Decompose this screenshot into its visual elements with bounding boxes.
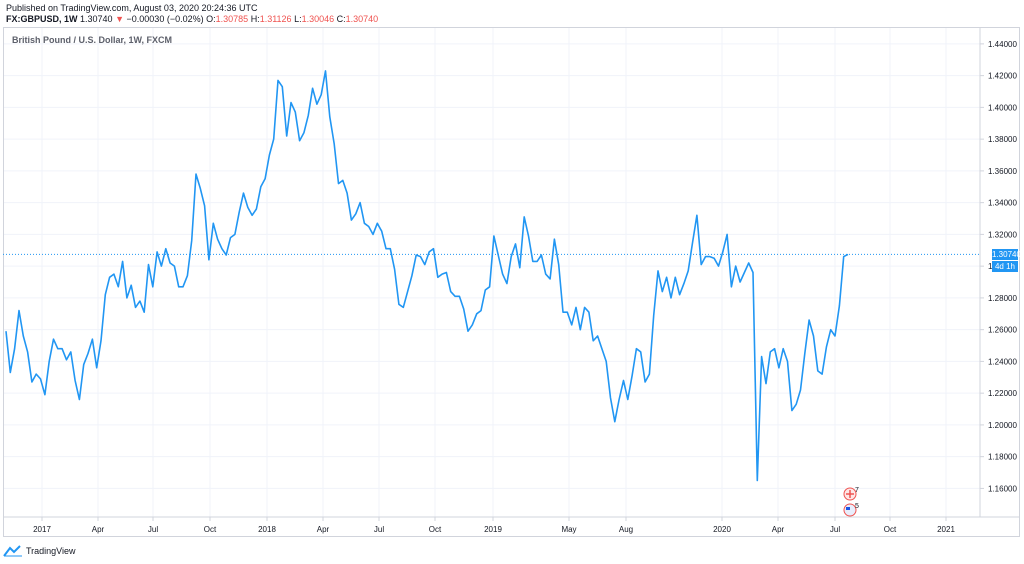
- open-value: 1.30785: [215, 14, 249, 24]
- y-tick-label: 1.20000: [988, 421, 1017, 430]
- footer[interactable]: TradingView: [3, 545, 76, 557]
- bar-countdown-tag: 4d 1h: [992, 261, 1018, 273]
- x-tick-label: Oct: [884, 525, 897, 534]
- event-count: 5: [855, 503, 859, 510]
- ohlc-line: FX:GBPUSD, 1W 1.30740 ▼ −0.00030 (−0.02%…: [6, 14, 378, 25]
- last-price-tag: 1.30740: [992, 248, 1021, 260]
- x-tick-label: Jul: [148, 525, 158, 534]
- chart-frame[interactable]: [3, 27, 1020, 537]
- chart-legend-title: British Pound / U.S. Dollar, 1W, FXCM: [12, 35, 173, 45]
- high-label: H:: [250, 14, 260, 24]
- high-value: 1.31126: [259, 14, 292, 24]
- low-label: L:: [294, 14, 302, 24]
- grid: [4, 28, 980, 517]
- tradingview-logo-icon[interactable]: [3, 545, 23, 557]
- event-us[interactable]: 5: [843, 503, 859, 517]
- x-tick-label: 2020: [713, 525, 731, 534]
- x-tick-label: Apr: [772, 525, 785, 534]
- last-price: 1.30740: [80, 14, 113, 24]
- tradingview-brand-label[interactable]: TradingView: [26, 546, 76, 556]
- x-tick-label: Oct: [204, 525, 217, 534]
- y-tick-label: 1.36000: [988, 167, 1017, 176]
- y-tick-label: 1.18000: [988, 453, 1017, 462]
- x-tick-label: 2018: [258, 525, 276, 534]
- symbol-label: FX:GBPUSD, 1W: [6, 14, 78, 24]
- x-tick-label: Apr: [92, 525, 105, 534]
- events[interactable]: 7 5: [843, 487, 859, 517]
- close-label: C:: [336, 14, 346, 24]
- x-tick-label: May: [561, 525, 576, 534]
- open-label: O:: [206, 14, 216, 24]
- y-tick-label: 1.16000: [988, 484, 1017, 493]
- x-tick-label: Apr: [317, 525, 330, 534]
- y-tick-label: 1.40000: [988, 103, 1017, 112]
- series-line: [5, 70, 849, 482]
- y-tick-label: 1.26000: [988, 326, 1017, 335]
- published-line: Published on TradingView.com, August 03,…: [6, 3, 258, 13]
- uk-flag-cross: [846, 490, 854, 498]
- x-tick-label: Jul: [830, 525, 840, 534]
- x-tick-label: 2021: [937, 525, 955, 534]
- change-value: −0.00030 (−0.02%): [126, 14, 204, 24]
- event-uk[interactable]: 7: [843, 487, 859, 501]
- y-tick-label: 1.42000: [988, 72, 1017, 81]
- x-tick-label: Oct: [429, 525, 442, 534]
- close-value: 1.30740: [345, 14, 379, 24]
- x-tick-label: Jul: [374, 525, 384, 534]
- y-tick-label: 1.32000: [988, 230, 1017, 239]
- low-value: 1.30046: [301, 14, 335, 24]
- us-flag-canton: [846, 507, 850, 510]
- y-tick-label: 1.22000: [988, 389, 1017, 398]
- y-tick-label: 1.28000: [988, 294, 1017, 303]
- x-tick-label: 2019: [484, 525, 502, 534]
- y-tick-label: 1.24000: [988, 357, 1017, 366]
- event-count: 7: [855, 487, 859, 494]
- y-tick-label: 1.38000: [988, 135, 1017, 144]
- change-arrow-icon: ▼: [115, 14, 125, 24]
- x-tick-label: 2017: [33, 525, 51, 534]
- x-tick-label: Aug: [619, 525, 633, 534]
- time-axis[interactable]: 2017 Apr Jul Oct 2018 Apr Jul Oct 2019 May Aug 2020…: [33, 517, 955, 534]
- y-tick-label: 1.44000: [988, 40, 1017, 49]
- y-tick-label: 1.34000: [988, 199, 1017, 208]
